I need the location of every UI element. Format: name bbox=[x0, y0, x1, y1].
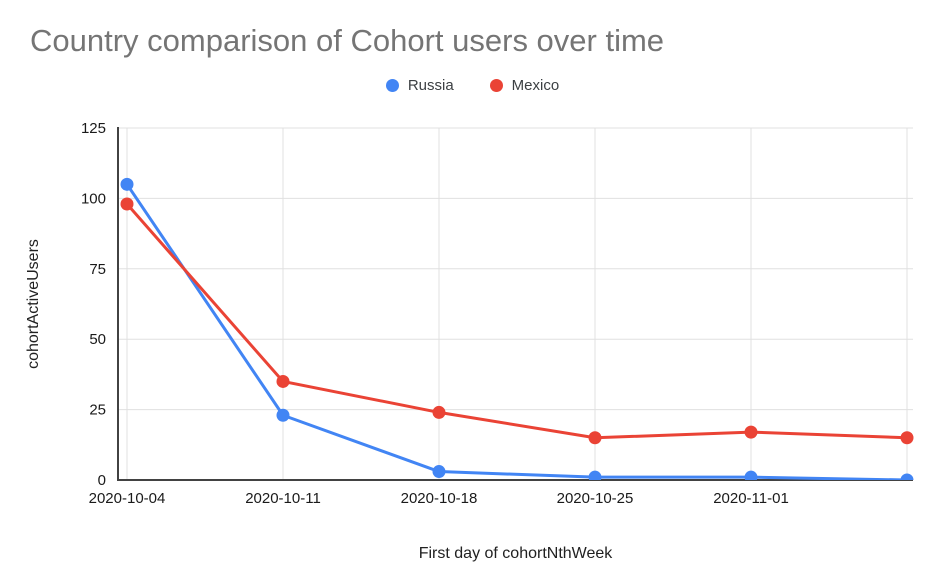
chart-title: Country comparison of Cohort users over … bbox=[30, 23, 665, 58]
svg-text:2020-10-18: 2020-10-18 bbox=[401, 490, 478, 507]
svg-text:2020-10-25: 2020-10-25 bbox=[557, 490, 634, 507]
legend-label-russia: Russia bbox=[407, 77, 454, 94]
svg-text:2020-10-04: 2020-10-04 bbox=[89, 490, 166, 507]
svg-text:25: 25 bbox=[89, 402, 106, 419]
legend-item-russia[interactable]: Russia bbox=[385, 77, 454, 94]
svg-text:100: 100 bbox=[81, 190, 106, 207]
chart-legend: Russia Mexico bbox=[0, 77, 945, 94]
svg-text:75: 75 bbox=[89, 261, 106, 278]
legend-dot-russia-icon bbox=[385, 79, 399, 92]
svg-text:125: 125 bbox=[81, 120, 106, 137]
svg-text:50: 50 bbox=[89, 331, 106, 348]
legend-item-mexico[interactable]: Mexico bbox=[489, 77, 560, 94]
svg-text:0: 0 bbox=[98, 472, 106, 489]
legend-dot-mexico-icon bbox=[489, 79, 503, 92]
svg-text:2020-10-11: 2020-10-11 bbox=[245, 490, 321, 507]
svg-text:cohortActiveUsers: cohortActiveUsers bbox=[25, 239, 42, 369]
svg-text:First day of cohortNthWeek: First day of cohortNthWeek bbox=[419, 545, 614, 562]
legend-label-mexico: Mexico bbox=[511, 77, 560, 94]
svg-text:2020-11-01: 2020-11-01 bbox=[713, 490, 789, 507]
